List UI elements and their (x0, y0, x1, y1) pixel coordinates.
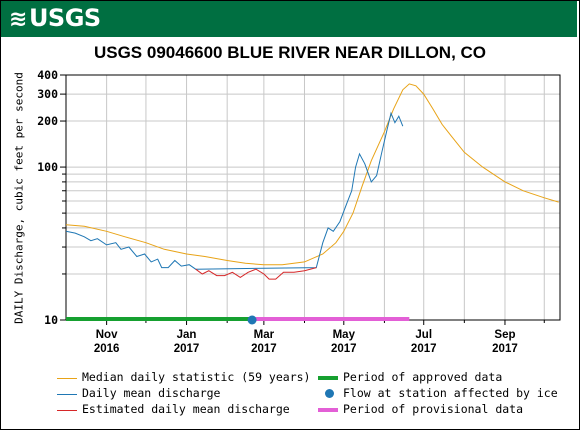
legend-swatch (318, 376, 338, 380)
x-tick-year-label: 2017 (411, 343, 437, 355)
x-tick-year-label: 2016 (94, 343, 120, 355)
y-tick-label: 300 (37, 87, 58, 101)
legend-ice-dot-icon (325, 389, 334, 398)
legend-swatch (57, 394, 77, 395)
usgs-banner: ≋USGS (1, 1, 577, 37)
x-tick-label: May (333, 329, 356, 341)
x-tick-label: Jan (177, 329, 197, 341)
legend-label: Flow at station affected by ice (343, 386, 558, 400)
x-tick-year-label: 2017 (174, 343, 200, 355)
usgs-wave-logo-icon: ≋ (9, 7, 27, 32)
legend-label: Daily mean discharge (82, 386, 221, 400)
usgs-logo[interactable]: ≋USGS (9, 4, 101, 32)
usgs-logo-text: USGS (28, 4, 101, 32)
x-tick-year-label: 2017 (331, 343, 357, 355)
legend-swatch (57, 410, 77, 411)
x-tick-year-label: 2017 (251, 343, 277, 355)
x-tick-label: Sep (494, 329, 515, 341)
legend-label: Median daily statistic (59 years) (82, 370, 311, 384)
estimated-daily-mean-series (195, 267, 317, 280)
legend-swatch (318, 408, 338, 412)
y-tick-label: 10 (44, 313, 58, 327)
x-tick-label: Mar (254, 329, 275, 341)
chart-title: USGS 09046600 BLUE RIVER NEAR DILLON, CO (93, 43, 487, 62)
ice-affected-marker (247, 315, 257, 325)
x-tick-label: Jul (415, 329, 432, 341)
plot-border (65, 74, 561, 321)
x-tick-label: Nov (96, 329, 118, 341)
legend-label: Period of provisional data (343, 402, 524, 416)
y-tick-label: 100 (37, 160, 58, 174)
y-tick-label: 400 (37, 68, 58, 82)
y-tick-label: 200 (37, 114, 58, 128)
legend-label: Period of approved data (343, 370, 503, 384)
legend-swatch (57, 378, 77, 379)
legend-label: Estimated daily mean discharge (82, 402, 290, 416)
median-daily-series (65, 83, 559, 266)
x-tick-year-label: 2017 (492, 343, 518, 355)
